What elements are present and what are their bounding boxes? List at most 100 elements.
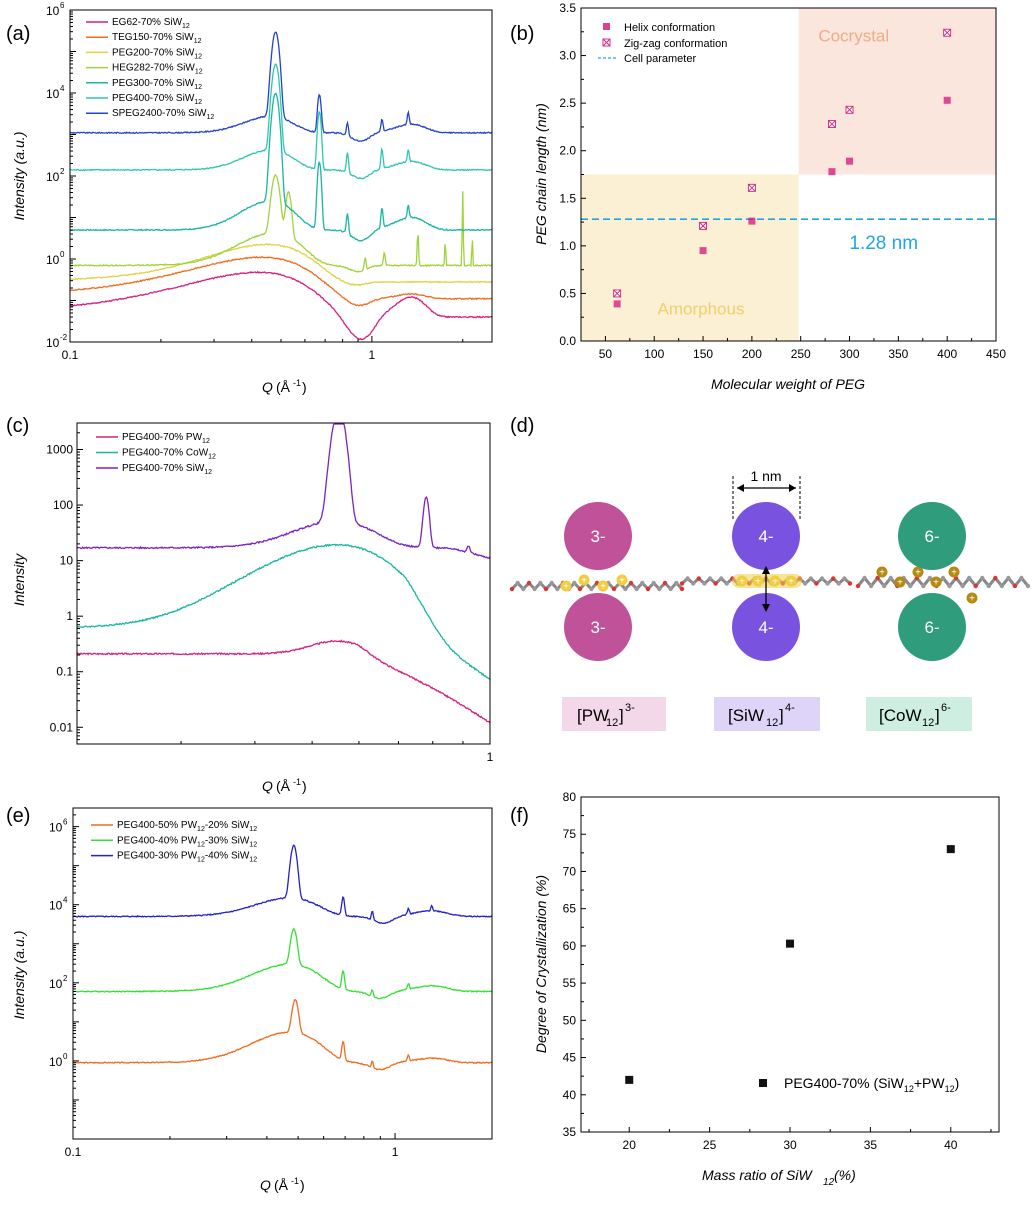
peg-atom bbox=[803, 581, 808, 586]
y-tick-label: 65 bbox=[563, 902, 577, 916]
panel-c: (c) 1 0.01 0.1 1 10 100 1000 Intensity Q (Å -1… bbox=[6, 415, 494, 794]
cation-bead bbox=[769, 575, 781, 587]
cow-anion-top bbox=[898, 502, 966, 570]
peg-atom bbox=[532, 586, 537, 592]
pw-anion-bottom bbox=[564, 593, 632, 661]
y-tick-label: 70 bbox=[563, 864, 577, 878]
peg-atom bbox=[724, 581, 729, 586]
legend-zigzag-cross bbox=[602, 38, 611, 47]
panel-f-xlabel: Mass ratio of SiW 12 (%) bbox=[702, 1167, 856, 1188]
cation-bead bbox=[966, 592, 978, 604]
cation-bead bbox=[560, 580, 572, 592]
x-tick-label: 20 bbox=[623, 1138, 637, 1152]
legend-label-1: PEG400-70% PW12 bbox=[122, 432, 210, 445]
peg-atom bbox=[623, 586, 628, 592]
peg-atom bbox=[1012, 583, 1018, 589]
y-tick-label: 10 bbox=[49, 977, 63, 991]
panel-a-label: (a) bbox=[6, 23, 30, 45]
peg-atom bbox=[555, 586, 560, 592]
panel-e-xlabel-exp: -1 bbox=[291, 1176, 299, 1186]
peg-atom bbox=[634, 586, 639, 592]
panel-b-label: (b) bbox=[510, 23, 534, 45]
series-line-3 bbox=[69, 243, 493, 287]
panel-a-ylabel: Intensity (a.u.) bbox=[11, 132, 27, 221]
y-tick-label: 75 bbox=[563, 827, 577, 841]
y-tick-label: 10 bbox=[46, 253, 60, 267]
y-tick-label: 1 bbox=[66, 609, 73, 623]
doc-point bbox=[946, 845, 955, 854]
panel-a-xlabel-q: Q bbox=[262, 379, 273, 395]
cation-plus: + bbox=[755, 577, 761, 588]
y-tick-label: 10 bbox=[49, 821, 63, 835]
y-tick-label: 1.0 bbox=[559, 239, 576, 253]
amorphous-label: Amorphous bbox=[658, 299, 745, 318]
legend-helix-marker bbox=[603, 23, 610, 30]
peg-atom bbox=[819, 576, 825, 581]
legend-label-2: PEG400-40% PW12-30% SiW12 bbox=[117, 835, 257, 848]
zigzag-point bbox=[699, 221, 708, 230]
cation-bead bbox=[948, 566, 960, 578]
legend-label-2: PEG400-70% CoW12 bbox=[122, 448, 216, 461]
peg-atom bbox=[521, 586, 526, 592]
zigzag-cross bbox=[748, 184, 756, 192]
pw-anion-top bbox=[564, 502, 632, 570]
zigzag-point bbox=[747, 183, 756, 192]
siw-label-sup: 4- bbox=[785, 702, 795, 714]
y-tick-exp: 6 bbox=[63, 818, 68, 827]
legend-label-4: HEG282-70% SiW12 bbox=[112, 63, 203, 76]
panel-a-xlabel-unit: (Å bbox=[276, 379, 291, 395]
y-tick-label: 10 bbox=[60, 554, 74, 568]
peg-atom bbox=[679, 586, 685, 592]
zigzag-cross bbox=[613, 289, 621, 298]
helix-point bbox=[613, 300, 621, 308]
zigzag-cross bbox=[943, 28, 951, 37]
panel-f-xlabel-sub: 12 bbox=[823, 1177, 835, 1188]
peg-atom bbox=[538, 580, 543, 586]
y-tick-label: 50 bbox=[563, 1013, 577, 1027]
zigzag-point bbox=[828, 120, 836, 129]
cation-plus: + bbox=[581, 576, 587, 587]
peg-atom bbox=[999, 583, 1005, 589]
x-tick-label: 35 bbox=[864, 1138, 878, 1152]
x-tick-label: 1 bbox=[487, 750, 494, 764]
cation-bead bbox=[894, 576, 906, 588]
cation-bead bbox=[752, 575, 764, 587]
legend-label-7: SPEG2400-70% SiW12 bbox=[112, 108, 214, 121]
cation-bead bbox=[736, 575, 748, 587]
zigzag-point bbox=[845, 105, 854, 114]
cation-plus: + bbox=[563, 582, 569, 593]
peg-atom bbox=[674, 580, 679, 586]
siw-label-post: ] bbox=[779, 706, 784, 725]
cation-bead bbox=[930, 576, 942, 588]
series-line-1 bbox=[72, 999, 493, 1071]
siw-charge-top: 4- bbox=[758, 527, 773, 546]
y-tick-exp: -2 bbox=[60, 333, 68, 342]
peg-atom bbox=[868, 583, 874, 589]
series-line-6 bbox=[69, 63, 493, 180]
cation-bead bbox=[876, 566, 888, 578]
cell-parameter-label: 1.28 nm bbox=[849, 233, 918, 254]
x-tick-label: 40 bbox=[944, 1138, 958, 1152]
peg-atom bbox=[707, 576, 713, 581]
panel-a-xlabel-close: ) bbox=[302, 379, 307, 395]
cocrystal-region bbox=[798, 8, 996, 175]
y-tick-exp: 4 bbox=[63, 896, 68, 905]
doc-point bbox=[786, 939, 794, 948]
panel-f-label: (f) bbox=[510, 805, 529, 827]
legend-label-3: PEG200-70% SiW12 bbox=[112, 47, 202, 60]
siw-label: [SiW 12 ] 4- bbox=[728, 702, 795, 729]
peg-atom bbox=[515, 580, 520, 586]
y-tick-exp: 4 bbox=[60, 84, 65, 93]
peg-atom bbox=[966, 575, 972, 581]
peg-atom bbox=[993, 575, 998, 581]
y-tick-label: 10 bbox=[46, 170, 60, 184]
series-line-2 bbox=[76, 543, 491, 681]
y-tick-label: 10 bbox=[46, 87, 60, 101]
legend-label-1: PEG400-50% PW12-20% SiW12 bbox=[117, 820, 257, 833]
cow-charge-top: 6- bbox=[924, 527, 939, 546]
x-tick-label: 100 bbox=[644, 347, 664, 361]
panel-f: (f) 20 25 30 35 40 35 40 45 50 55 60 65 70 75 80 Degre… bbox=[510, 790, 1000, 1188]
peg-atom bbox=[651, 580, 656, 586]
panel-d: (d) 1 nm + + + + + + + + + + + + + + 3- 3- 4- 4- 6- 6… bbox=[509, 415, 1031, 731]
panel-f-xlabel-b: (%) bbox=[834, 1167, 856, 1183]
